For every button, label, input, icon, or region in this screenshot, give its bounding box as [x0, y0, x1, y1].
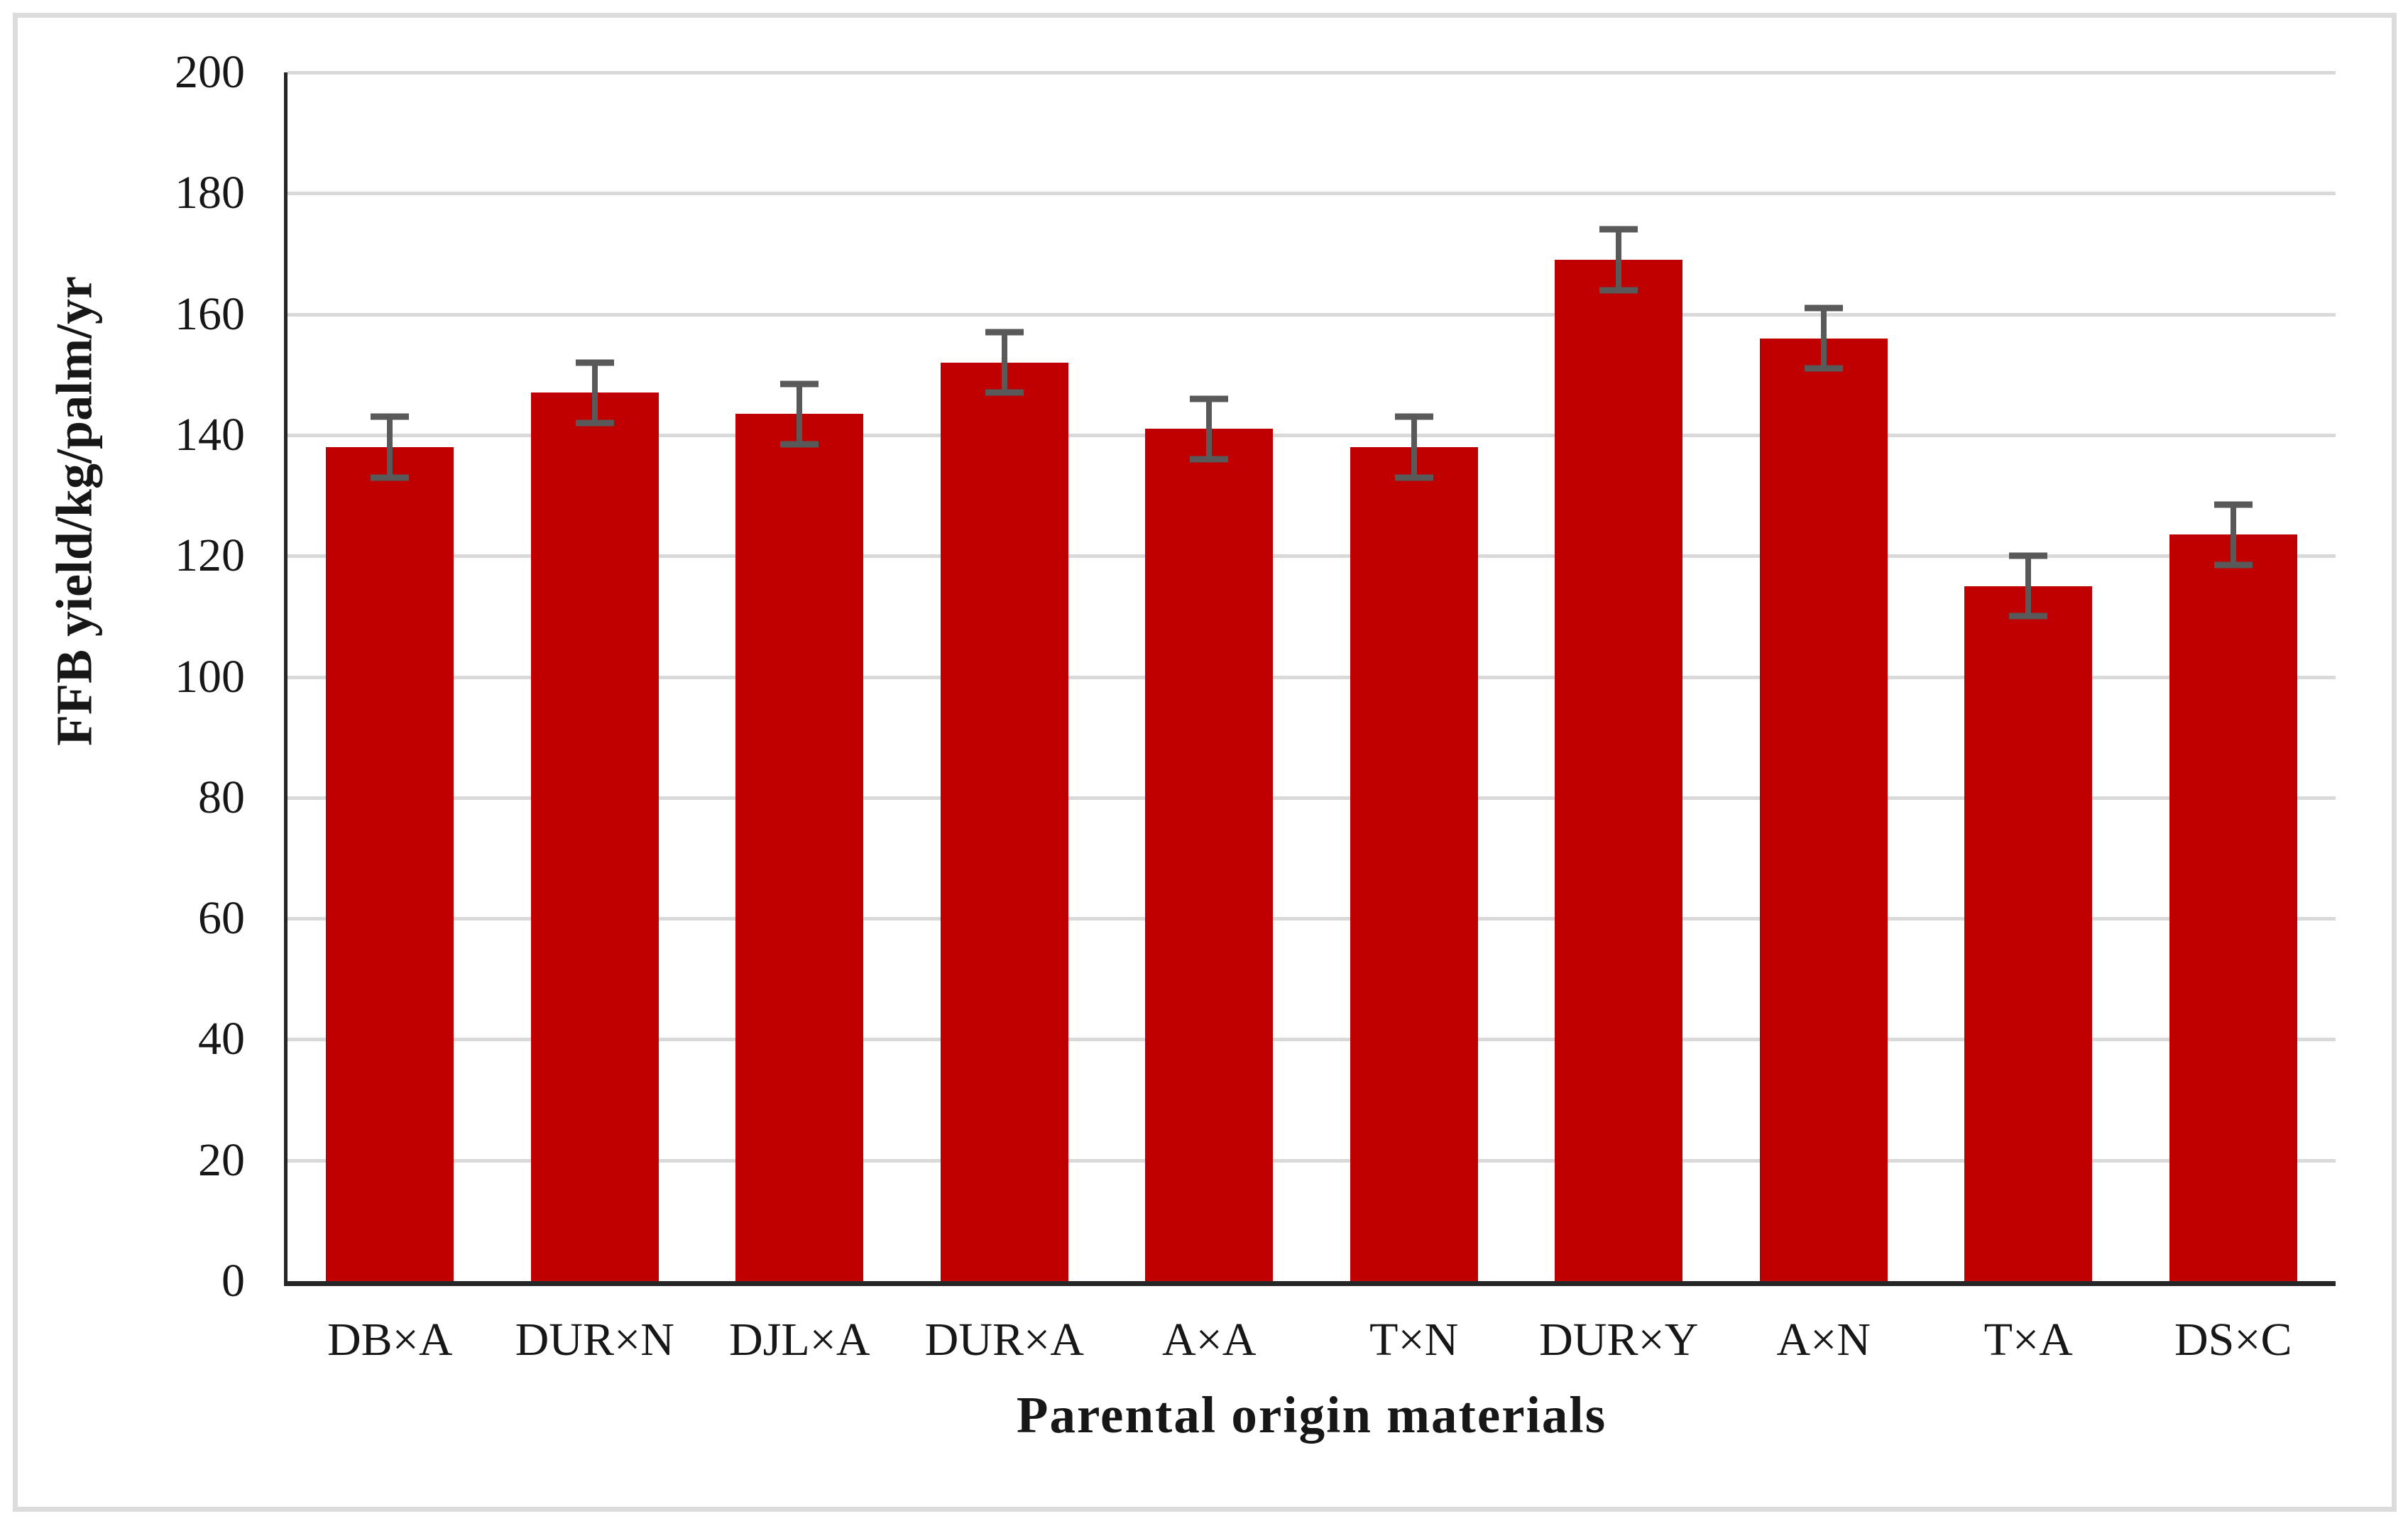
gridline-y-60: [288, 917, 2336, 921]
x-axis-line: [284, 1281, 2336, 1286]
error-bar-DB×A: [387, 417, 393, 478]
gridline-y-40: [288, 1038, 2336, 1042]
x-axis-tick-labels: DB×A DUR×N DJL×A DUR×A A×A T×N DUR×Y A×N T×A DS×C: [288, 1312, 2336, 1376]
x-tick-label-T×A: T×A: [1983, 1314, 2073, 1366]
x-tick-label-DJL×A: DJL×A: [728, 1314, 870, 1366]
x-tick-label-DS×C: DS×C: [2174, 1314, 2292, 1366]
error-bar-cap-top-A×A: [1190, 395, 1229, 402]
error-bar-cap-bottom-DS×C: [2213, 561, 2253, 569]
gridline-y-140: [288, 433, 2336, 437]
error-bar-DUR×Y: [1616, 229, 1622, 290]
bar-T×A: [1964, 586, 2093, 1281]
error-bar-cap-bottom-DB×A: [371, 474, 410, 481]
gridline-y-120: [288, 554, 2336, 559]
y-axis-tick-labels: 0 20 40 60 80 100 120 140 160 180 200: [99, 49, 245, 1305]
error-bar-cap-bottom-DUR×Y: [1599, 287, 1638, 294]
bar-DS×C: [2169, 534, 2297, 1281]
error-bar-T×N: [1411, 417, 1417, 478]
x-tick-label-A×A: A×A: [1161, 1314, 1257, 1366]
error-bar-cap-top-DUR×Y: [1599, 226, 1638, 233]
error-bar-cap-bottom-A×N: [1804, 365, 1843, 372]
y-tick-label-180: 180: [175, 167, 245, 219]
gridline-y-80: [288, 796, 2336, 800]
y-tick-label-140: 140: [175, 408, 245, 461]
y-tick-label-160: 160: [175, 287, 245, 340]
error-bar-cap-top-DUR×N: [575, 359, 614, 366]
bar-A×N: [1759, 338, 1888, 1281]
error-bar-cap-bottom-A×A: [1190, 456, 1229, 463]
bar-DUR×A: [940, 362, 1068, 1281]
error-bar-DJL×A: [797, 383, 803, 444]
error-bar-DS×C: [2230, 504, 2236, 565]
x-tick-label-DUR×N: DUR×N: [515, 1314, 674, 1366]
y-tick-label-200: 200: [175, 46, 245, 98]
y-tick-label-80: 80: [198, 771, 245, 823]
x-axis-title: Parental origin materials: [1016, 1386, 1607, 1444]
error-bar-cap-top-A×N: [1804, 304, 1843, 312]
bar-DUR×N: [530, 392, 659, 1281]
gridline-y-200: [288, 71, 2336, 75]
error-bar-T×A: [2025, 556, 2032, 617]
y-tick-label-40: 40: [198, 1013, 245, 1065]
bar-A×A: [1145, 429, 1274, 1281]
plot-area: [284, 71, 2336, 1286]
bar-T×N: [1350, 446, 1478, 1281]
y-tick-label-100: 100: [175, 650, 245, 703]
error-bar-cap-top-DS×C: [2213, 501, 2253, 508]
y-tick-label-60: 60: [198, 892, 245, 945]
gridline-y-180: [288, 192, 2336, 196]
error-bar-DUR×N: [591, 362, 598, 423]
error-bar-cap-bottom-DUR×N: [575, 419, 614, 427]
error-bar-cap-top-T×N: [1394, 413, 1433, 420]
error-bar-A×A: [1206, 398, 1213, 459]
y-axis-title: FFB yield/kg/palm/yr: [45, 275, 103, 747]
bar-DB×A: [326, 446, 454, 1281]
error-bar-cap-bottom-T×N: [1394, 474, 1433, 481]
x-tick-label-T×N: T×N: [1369, 1314, 1459, 1366]
error-bar-cap-bottom-DUR×A: [985, 389, 1024, 396]
error-bar-A×N: [1820, 308, 1827, 369]
x-tick-label-DUR×Y: DUR×Y: [1539, 1314, 1699, 1366]
error-bar-DUR×A: [1001, 332, 1007, 393]
y-tick-label-20: 20: [198, 1133, 245, 1186]
error-bar-cap-bottom-T×A: [2009, 613, 2048, 620]
y-axis-line: [284, 72, 288, 1281]
gridline-y-100: [288, 675, 2336, 679]
gridline-y-20: [288, 1158, 2336, 1163]
error-bar-cap-top-DUR×A: [985, 329, 1024, 336]
x-tick-label-DB×A: DB×A: [327, 1314, 453, 1366]
y-tick-label-120: 120: [175, 529, 245, 582]
bar-DUR×Y: [1555, 259, 1683, 1281]
bar-DJL×A: [735, 414, 864, 1281]
error-bar-cap-top-DJL×A: [780, 380, 819, 388]
error-bar-cap-top-DB×A: [371, 413, 410, 420]
y-tick-label-0: 0: [221, 1255, 245, 1307]
error-bar-cap-top-T×A: [2009, 552, 2048, 559]
error-bar-cap-bottom-DJL×A: [780, 441, 819, 448]
x-tick-label-A×N: A×N: [1776, 1314, 1871, 1366]
gridline-y-160: [288, 312, 2336, 317]
x-tick-label-DUR×A: DUR×A: [924, 1314, 1084, 1366]
